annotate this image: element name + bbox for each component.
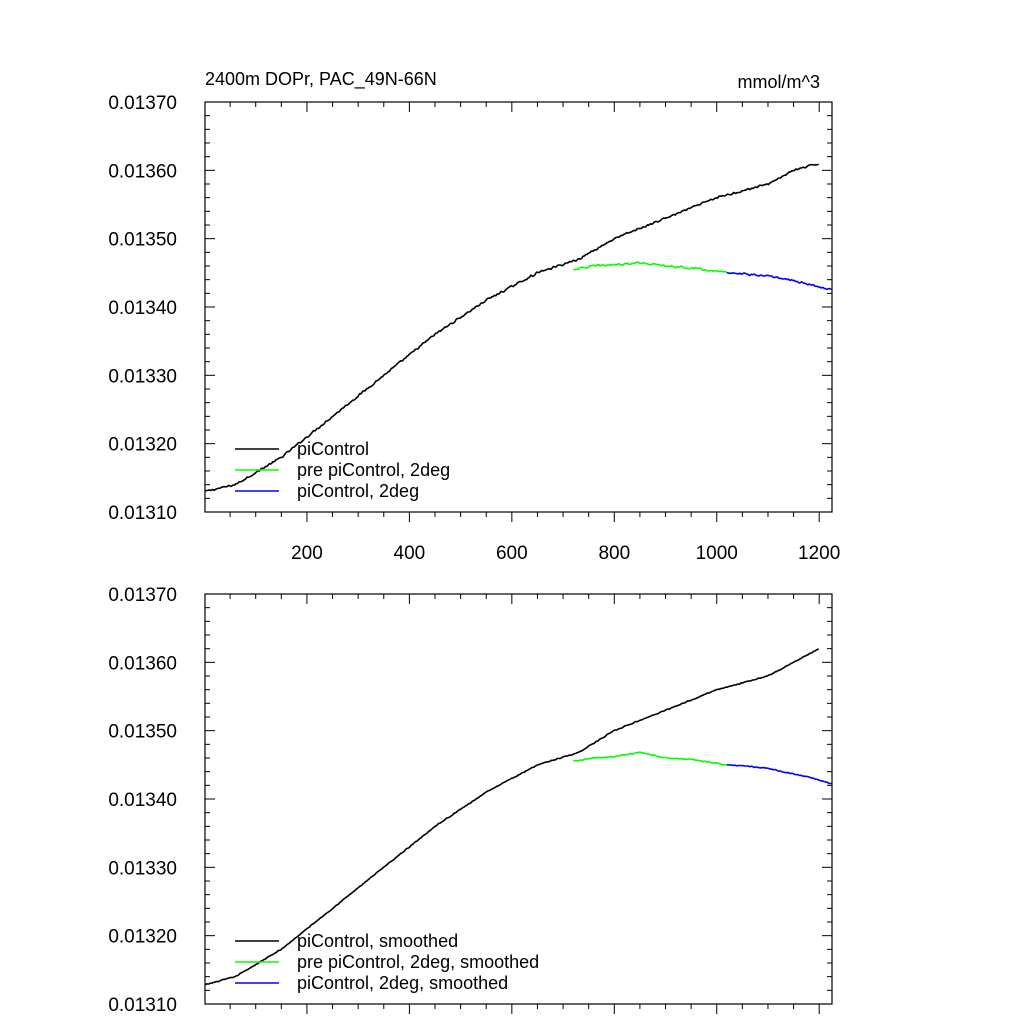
top-ytick-label: 0.01310	[108, 503, 177, 524]
bottom-legend-label: piControl, 2deg, smoothed	[297, 973, 508, 993]
top-xtick-label: 800	[598, 543, 630, 564]
top-xtick-label: 200	[291, 543, 323, 564]
bottom-panel: 0.01310 0.01320 0.01330 0.01340 0.01350 0.013…	[108, 585, 833, 1016]
top-ytick-label: 0.01320	[108, 435, 177, 456]
bottom-series-line-picontrol-2deg-smoothed	[726, 763, 832, 785]
bottom-ytick-label: 0.01360	[108, 653, 177, 674]
bottom-ytick-label: 0.01330	[108, 858, 177, 879]
bottom-series-line-picontrol-smoothed	[204, 648, 820, 986]
top-xtick-label: 400	[394, 543, 426, 564]
bottom-ytick-label: 0.01370	[108, 585, 177, 606]
bottom-ytick-label: 0.01320	[108, 927, 177, 948]
top-ytick-label: 0.01330	[108, 366, 177, 387]
top-ytick-label: 0.01360	[108, 161, 177, 182]
top-ytick-label: 0.01350	[108, 230, 177, 251]
top-xtick-label: 1200	[798, 543, 840, 564]
bottom-series-line-pre-picontrol-2deg-smoothed	[573, 751, 728, 766]
bottom-ytick-label: 0.01310	[108, 995, 177, 1016]
top-legend-label: piControl, 2deg	[297, 481, 419, 501]
top-xtick-label: 1000	[696, 543, 738, 564]
chart-title: 2400m DOPr, PAC_49N-66N	[205, 69, 437, 90]
bottom-ytick-label: 0.01340	[108, 790, 177, 811]
top-legend-label: pre piControl, 2deg	[297, 460, 450, 480]
top-legend-label: piControl	[297, 439, 369, 459]
bottom-ytick-label: 0.01350	[108, 722, 177, 743]
top-ytick-label: 0.01340	[108, 298, 177, 319]
top-xtick-label: 600	[496, 543, 528, 564]
top-ytick-label: 0.01370	[108, 93, 177, 114]
top-series-line-pre-picontrol-2deg	[573, 261, 728, 274]
units-label: mmol/m^3	[738, 72, 820, 92]
bottom-legend-label: piControl, smoothed	[297, 931, 458, 951]
top-series-line-picontrol	[204, 163, 819, 492]
top-panel: 0.01310 0.01320 0.01330 0.01340 0.01350 0.013…	[108, 69, 840, 564]
top-series-line-picontrol-2deg	[726, 271, 832, 291]
bottom-legend-label: pre piControl, 2deg, smoothed	[297, 952, 539, 972]
